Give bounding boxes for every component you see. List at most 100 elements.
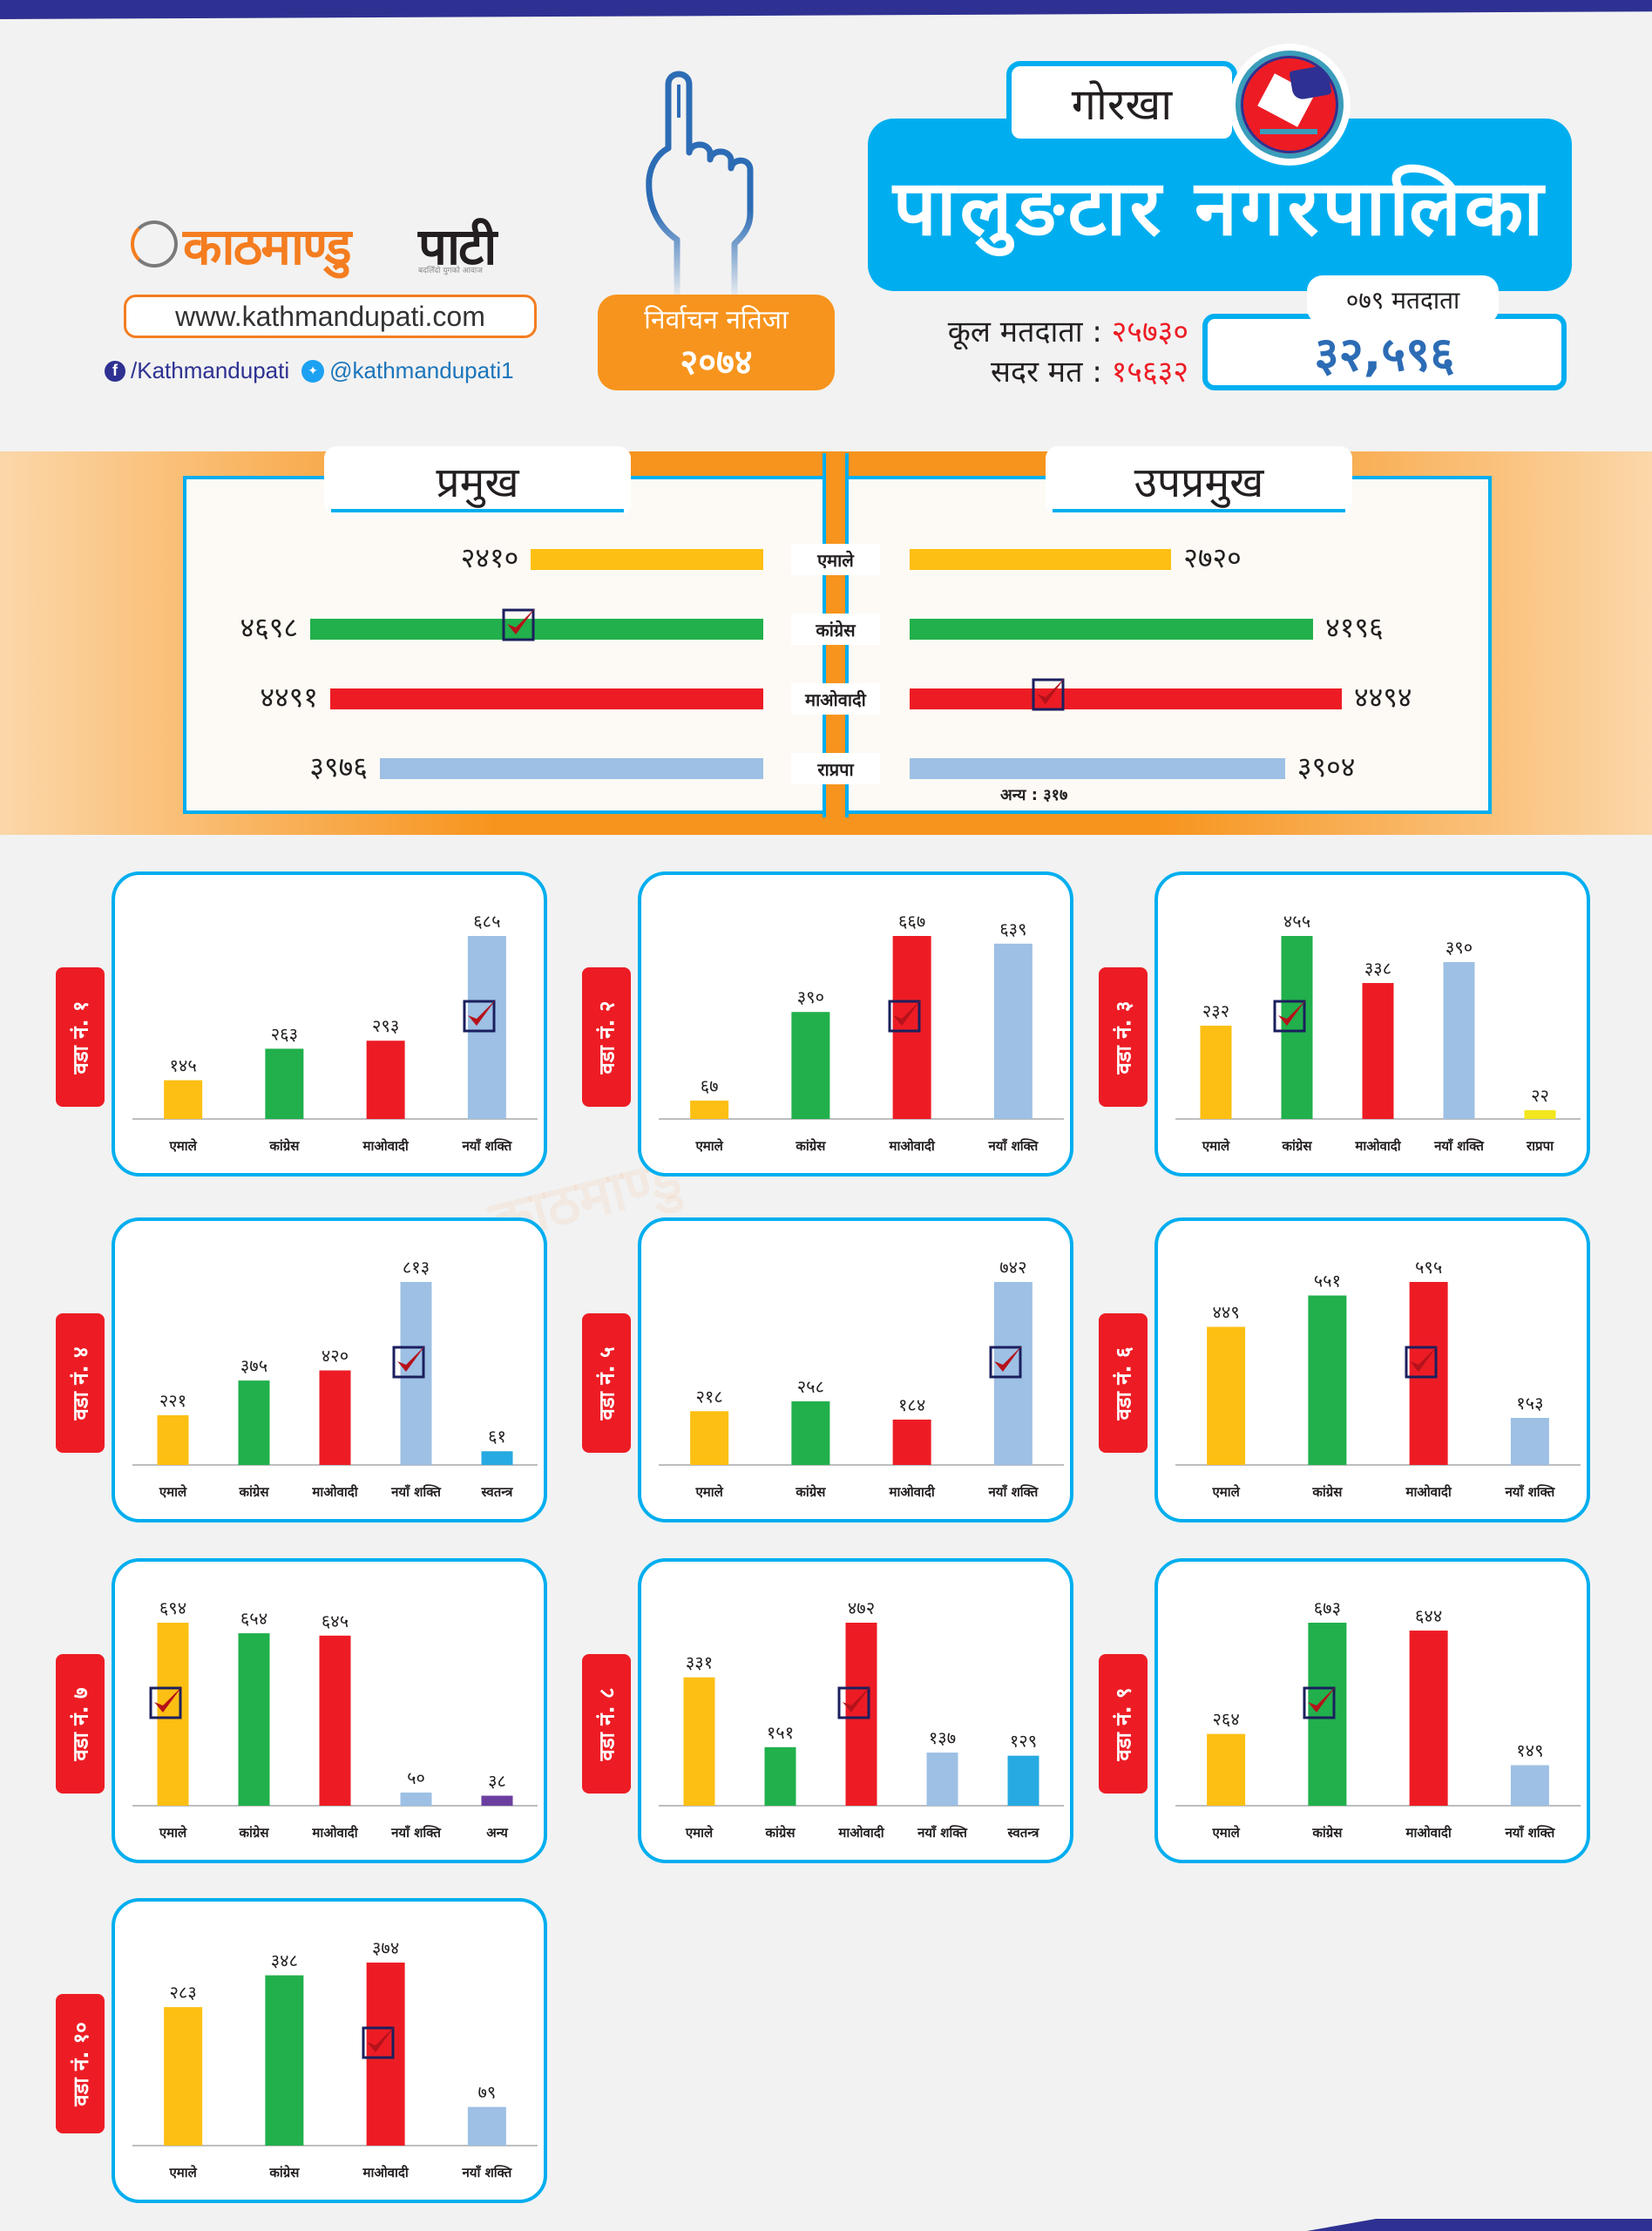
ward-bar-chart: २१८ एमाले २५८ कांग्रेस १८४ माओवादी ७४२ नयाँ शक्… [659,1257,1064,1500]
bar-value-label: २५८ [797,1376,824,1397]
bar-value-label: २१८ [696,1386,723,1407]
bar [1308,1295,1347,1465]
deputy-mayor-bar [910,758,1285,779]
election-results-badge: निर्वाचन नतिजा २०७४ [598,295,835,390]
bar-value-label: १४९ [1516,1740,1543,1761]
social-links: f /Kathmandupati ✦ @kathmandupati1 [105,357,514,384]
ward-number-tab: वडा नं. १० [56,1994,105,2133]
bar [1308,1623,1347,1806]
ward-chart-card: २६४ एमाले ६७३ कांग्रेस ६४४ माओवादी १४९ नयाँ शक्… [1154,1558,1590,1863]
ward-number-tab: वडा नं. ९ [1099,1654,1148,1794]
bar [467,2106,506,2146]
category-label: स्वतन्त्र [481,1484,514,1500]
category-label: माओवादी [888,1484,935,1500]
bar [238,1633,270,1806]
bar [1524,1109,1556,1119]
bar [791,1400,830,1465]
category-label: नयाँ शक्ति [1504,1825,1555,1841]
bar-value-label: ३७५ [240,1355,267,1376]
bottom-band [1307,2219,1652,2231]
ward-chart-card: २२१ एमाले ३७५ कांग्रेस ४२० माओवादी ८१३ नयाँ शक्… [112,1217,547,1522]
bar-value-label: २३२ [1202,1000,1229,1021]
bar-value-label: ३९० [1446,937,1473,958]
bar [1007,1755,1039,1806]
mayor-bar [379,758,763,779]
mayor-bar-value: ४४९१ [260,681,318,714]
bar-value-label: २६४ [1213,1709,1240,1730]
category-label: माओवादी [362,1138,409,1154]
category-label: माओवादी [311,1825,358,1841]
bar-value-label: ७४२ [999,1257,1026,1278]
bar [683,1677,715,1806]
bar [1443,962,1475,1119]
bar [1207,1733,1246,1806]
category-label: नयाँ शक्ति [987,1484,1039,1500]
category-label: माओवादी [1354,1138,1401,1154]
bar-value-label: १४५ [170,1055,197,1076]
ward-number-tab: वडा नं. ३ [1099,967,1148,1107]
bar-value-label: २८३ [170,1982,197,2003]
ward-chart-card: २१८ एमाले २५८ कांग्रेस १८४ माओवादी ७४२ नयाँ शक्… [638,1217,1073,1522]
bar-value-label: ८१३ [403,1257,430,1278]
bar-value-label: १८४ [898,1394,925,1415]
facebook-handle[interactable]: /Kathmandupati [131,357,290,383]
category-label: नयाँ शक्ति [917,1825,968,1841]
bar-value-label: ६४५ [322,1611,349,1631]
category-label: एमाले [1202,1138,1230,1154]
bar-value-label: ४७२ [848,1597,875,1618]
category-label: एमाले [694,1484,723,1500]
valid-votes-label: सदर मत : [991,355,1102,390]
ward-chart-card: १४५ एमाले २६३ कांग्रेस २९३ माओवादी ६८५ नयाँ शक्… [112,871,547,1177]
bar [366,1963,405,2146]
bar-value-label: ७९ [477,2082,496,2103]
bar-value-label: २९३ [372,1015,399,1036]
bar-value-label: १२९ [1010,1731,1037,1752]
mayor-heading: प्रमुख [324,446,631,516]
website-link[interactable]: www.kathmandupati.com [124,295,537,338]
ward-chart-card: ४४९ एमाले ५५१ कांग्रेस ५९५ माओवादी १५३ नयाँ शक्… [1154,1217,1590,1522]
ward-bar-chart: ६७ एमाले ३९० कांग्रेस ६६७ माओवादी ६३९ नयाँ शक्त… [659,911,1064,1154]
logo-tagline: बदलिँदो युगको आवाज [418,267,483,275]
winner-check-icon [463,999,496,1032]
category-label: कांग्रेस [1311,1484,1343,1500]
brand-logo: काठमाण्डु पाटी बदलिँदो युगको आवाज [131,214,514,276]
deputy-mayor-bar-value: ४४९४ [1354,681,1412,714]
ward-number-tab: वडा नं. ५ [582,1313,631,1453]
bar-value-label: ४५५ [1283,911,1310,932]
mayor-bar-value: ३९७६ [309,750,368,783]
category-label: नयाँ शक्ति [987,1138,1039,1154]
ward-chart-card: २८३ एमाले ३४८ कांग्रेस ३७४ माओवादी ७९ नयाँ शक्त… [112,1898,547,2203]
category-label: नयाँ शक्ति [461,2165,512,2180]
category-label: एमाले [694,1138,723,1154]
winner-check-icon [502,608,535,641]
category-label: एमाले [1211,1484,1240,1500]
winner-check-icon [888,999,921,1032]
bar [481,1795,513,1806]
bar [1207,1326,1246,1465]
bar [157,1623,189,1806]
category-label: एमाले [168,1138,197,1154]
logo-text-secondary: पाटी [418,217,497,276]
total-voters-label: कूल मतदाता : [947,315,1102,349]
ward-number-label: वडा नं. ३ [1111,1000,1136,1075]
bar [926,1753,958,1806]
category-label: कांग्रेस [795,1484,826,1500]
bar-value-label: ४२० [322,1346,349,1366]
twitter-handle[interactable]: @kathmandupati1 [329,357,514,383]
category-label: कांग्रेस [268,2165,300,2180]
bar [1362,983,1394,1119]
voters-2079-value: ३२,५९६ [1202,314,1567,390]
bar [764,1746,796,1806]
ward-bar-chart: २६४ एमाले ६७३ कांग्रेस ६४४ माओवादी १४९ नयाँ शक्… [1175,1597,1581,1841]
bar-value-label: ६७३ [1314,1597,1341,1618]
top-band [0,0,1652,19]
winner-check-icon [149,1685,182,1719]
party-label: कांग्रेस [791,614,880,645]
category-label: नयाँ शक्ति [1504,1484,1555,1500]
winner-check-icon [837,1685,870,1719]
bar [791,1012,830,1119]
winner-check-icon [989,1345,1022,1378]
category-label: माओवादी [362,2165,409,2180]
district-name: गोरखा [1006,61,1237,144]
ward-bar-chart: ४४९ एमाले ५५१ कांग्रेस ५९५ माओवादी १५३ नयाँ शक्… [1175,1257,1581,1500]
